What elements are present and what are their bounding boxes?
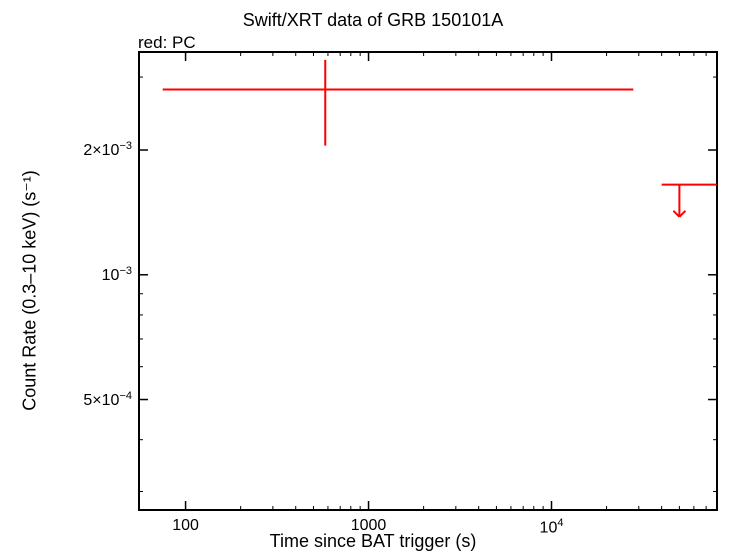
plot-area — [138, 51, 718, 511]
y-axis-label: Count Rate (0.3–10 keV) (s⁻¹) — [20, 170, 41, 411]
x-tick-label: 104 — [540, 517, 564, 537]
y-tick-label: 2×10−3 — [83, 140, 132, 160]
y-tick-label: 5×10−4 — [83, 389, 132, 409]
x-tick-label: 1000 — [351, 517, 387, 535]
chart-legend: red: PC — [138, 33, 196, 53]
chart-title: Swift/XRT data of GRB 150101A — [243, 10, 503, 31]
x-tick-label: 100 — [172, 517, 199, 535]
y-tick-label: 10−3 — [102, 265, 132, 285]
